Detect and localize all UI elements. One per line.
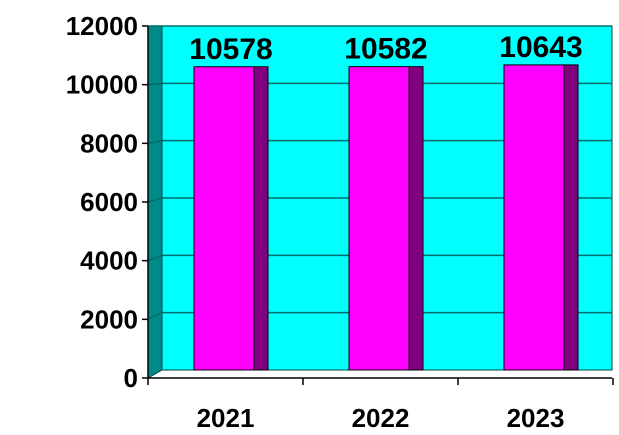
y-tick-label: 10000 <box>66 70 138 100</box>
bar-side <box>408 66 424 371</box>
gridline-side <box>147 139 163 145</box>
gridline-side <box>147 311 163 321</box>
x-tick-label: 2023 <box>507 403 565 433</box>
y-tick-label: 6000 <box>80 187 138 217</box>
y-tick-label: 0 <box>124 363 138 393</box>
axes <box>142 25 614 385</box>
x-tick-label: 2022 <box>352 403 410 433</box>
bar-series <box>193 64 579 371</box>
y-axis-tick-labels: 0 2000 4000 6000 8000 10000 12000 <box>66 11 138 393</box>
gridline-side <box>147 82 163 86</box>
bar <box>193 66 255 371</box>
y-tick-label: 8000 <box>80 128 138 158</box>
bar <box>348 66 410 371</box>
data-label: 10578 <box>189 33 272 66</box>
bar-side <box>253 66 269 371</box>
y-tick-label: 4000 <box>80 246 138 276</box>
data-labels: 10578 10582 10643 <box>189 31 582 66</box>
bar <box>503 64 565 371</box>
gridline-side <box>147 254 163 262</box>
bar-side <box>563 64 579 371</box>
x-tick-label: 2021 <box>197 403 255 433</box>
gridline-side <box>147 197 163 203</box>
data-label: 10643 <box>499 31 582 64</box>
y-tick-label: 2000 <box>80 304 138 334</box>
x-axis-tick-labels: 2021 2022 2023 <box>197 403 565 433</box>
data-label: 10582 <box>344 33 427 66</box>
y-tick-label: 12000 <box>66 11 138 41</box>
